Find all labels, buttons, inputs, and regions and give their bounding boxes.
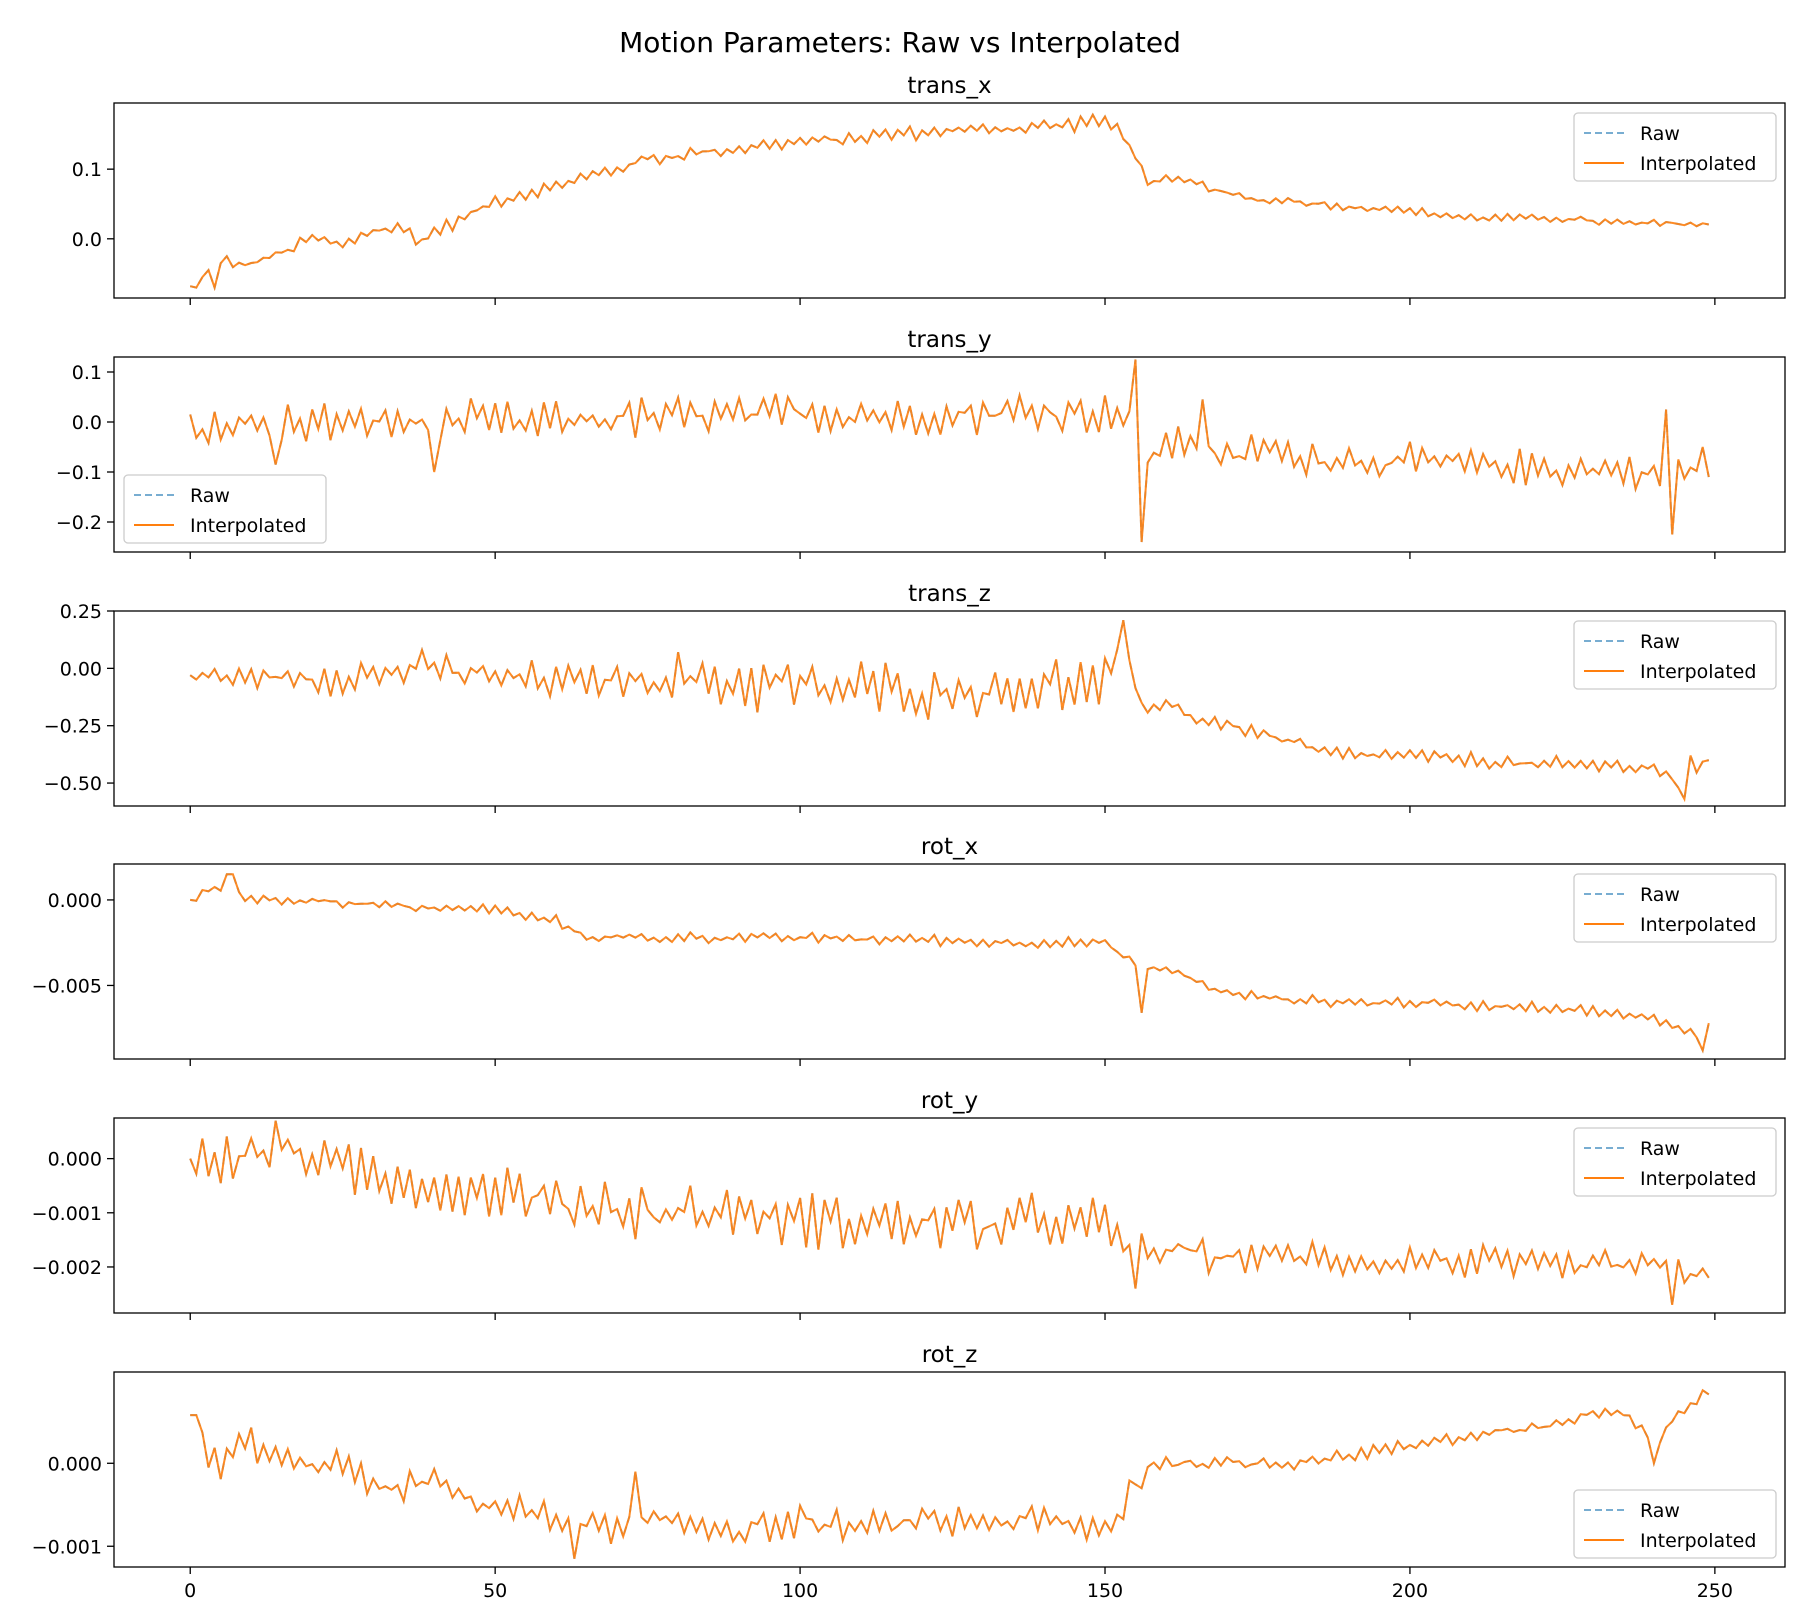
legend-trans_x: Raw Interpolated <box>1574 113 1776 181</box>
series-line-interpolated-trans_x <box>190 115 1709 288</box>
series-line-raw-trans_y <box>190 360 1709 543</box>
xtick-label: 0 <box>184 1580 196 1602</box>
panel-trans_x: trans_x 0.0 0.1 Raw Interpolated <box>72 73 1785 305</box>
legend-label-raw: Raw <box>1640 884 1680 906</box>
legend-label-interpolated: Interpolated <box>190 515 306 537</box>
ytick-label-trans_y: −0.2 <box>56 512 102 534</box>
ytick-label-rot_y: 0.000 <box>48 1149 102 1171</box>
panel-rot_x: rot_x −0.005 0.000 Raw Interpolated <box>32 834 1785 1066</box>
xtick-label: 200 <box>1392 1580 1428 1602</box>
legend-rot_x: Raw Interpolated <box>1574 874 1776 942</box>
chart-canvas: Motion Parameters: Raw vs Interpolated t… <box>0 0 1800 1620</box>
xtick-label: 150 <box>1087 1580 1123 1602</box>
series-line-interpolated-trans_z <box>190 620 1709 799</box>
ytick-label-trans_z: 0.00 <box>60 658 102 680</box>
series-line-interpolated-trans_y <box>190 360 1709 543</box>
series-line-raw-rot_x <box>190 874 1709 1050</box>
legend-label-interpolated: Interpolated <box>1640 914 1756 936</box>
ytick-label-trans_y: 0.1 <box>72 362 102 384</box>
ytick-label-trans_z: −0.50 <box>44 773 102 795</box>
panel-title-rot_z: rot_z <box>922 1342 978 1368</box>
ytick-label-rot_y: −0.001 <box>32 1203 102 1225</box>
axes-frame-trans_x <box>114 103 1785 298</box>
legend-label-raw: Raw <box>1640 631 1680 653</box>
legend-label-interpolated: Interpolated <box>1640 1168 1756 1190</box>
panel-title-trans_z: trans_z <box>908 581 991 607</box>
panel-rot_z: rot_z −0.001 0.000 0 50 100 150 200 250 Raw Interp… <box>32 1342 1785 1602</box>
xtick-label: 100 <box>782 1580 818 1602</box>
ytick-label-trans_z: −0.25 <box>44 716 102 738</box>
axes-frame-rot_z <box>114 1372 1785 1567</box>
ytick-label-trans_y: 0.0 <box>72 412 102 434</box>
legend-trans_y: Raw Interpolated <box>124 475 326 543</box>
panel-title-trans_x: trans_x <box>907 73 991 99</box>
axes-frame-trans_y <box>114 357 1785 552</box>
series-line-raw-rot_z <box>190 1390 1709 1558</box>
series-line-interpolated-rot_z <box>190 1390 1709 1558</box>
ytick-label-trans_y: −0.1 <box>56 462 102 484</box>
xtick-label: 50 <box>483 1580 507 1602</box>
legend-rot_y: Raw Interpolated <box>1574 1128 1776 1196</box>
ytick-label-rot_x: 0.000 <box>48 890 102 912</box>
series-line-interpolated-rot_y <box>190 1121 1709 1305</box>
panel-rot_y: rot_y −0.002 −0.001 0.000 Raw Interpolated <box>32 1088 1785 1320</box>
figure: Motion Parameters: Raw vs Interpolated t… <box>0 0 1800 1620</box>
chart-suptitle: Motion Parameters: Raw vs Interpolated <box>619 26 1181 59</box>
panel-title-trans_y: trans_y <box>907 327 991 353</box>
ytick-label-rot_x: −0.005 <box>32 975 102 997</box>
axes-frame-trans_z <box>114 611 1785 806</box>
series-line-raw-trans_x <box>190 115 1709 288</box>
legend-trans_z: Raw Interpolated <box>1574 621 1776 689</box>
axes-frame-rot_x <box>114 864 1785 1059</box>
ytick-label-trans_z: 0.25 <box>60 601 102 623</box>
legend-label-interpolated: Interpolated <box>1640 661 1756 683</box>
legend-label-raw: Raw <box>1640 1138 1680 1160</box>
panel-trans_y: trans_y −0.2 −0.1 0.0 0.1 Raw Interpolated <box>56 327 1785 559</box>
series-line-raw-trans_z <box>190 620 1709 799</box>
legend-rot_z: Raw Interpolated <box>1574 1490 1776 1558</box>
legend-label-raw: Raw <box>1640 123 1680 145</box>
ytick-label-trans_x: 0.1 <box>72 159 102 181</box>
ytick-label-rot_y: −0.002 <box>32 1257 102 1279</box>
legend-label-interpolated: Interpolated <box>1640 153 1756 175</box>
legend-label-raw: Raw <box>190 485 230 507</box>
series-line-raw-rot_y <box>190 1121 1709 1305</box>
panel-title-rot_x: rot_x <box>921 834 978 860</box>
panel-title-rot_y: rot_y <box>921 1088 978 1114</box>
panel-trans_z: trans_z −0.50 −0.25 0.00 0.25 Raw Interpolated <box>44 581 1785 813</box>
xtick-label: 250 <box>1697 1580 1733 1602</box>
legend-label-interpolated: Interpolated <box>1640 1530 1756 1552</box>
ytick-label-trans_x: 0.0 <box>72 229 102 251</box>
ytick-label-rot_z: 0.000 <box>48 1453 102 1475</box>
ytick-label-rot_z: −0.001 <box>32 1536 102 1558</box>
series-line-interpolated-rot_x <box>190 874 1709 1050</box>
legend-label-raw: Raw <box>1640 1500 1680 1522</box>
